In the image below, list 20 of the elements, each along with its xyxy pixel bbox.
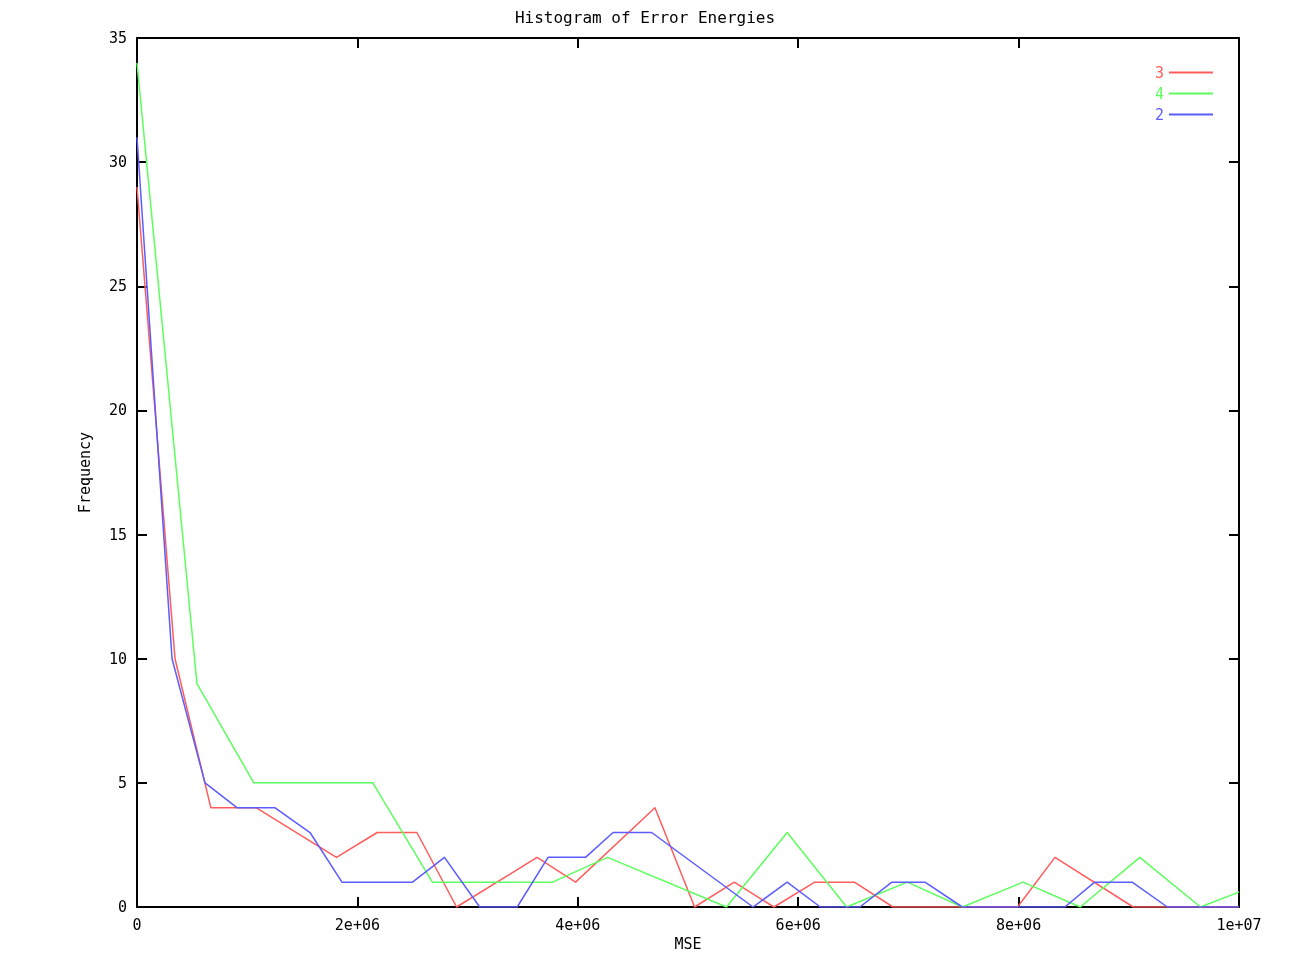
- y-tick-label: 15: [108, 525, 127, 544]
- legend-label: 4: [1154, 84, 1164, 103]
- y-tick-label: 35: [108, 29, 127, 47]
- x-tick-label: 1e+07: [1216, 915, 1262, 934]
- x-tick-label: 4e+06: [555, 915, 601, 934]
- x-tick-label: 8e+06: [996, 915, 1042, 934]
- x-tick-label: 0: [132, 915, 142, 934]
- legend-label: 2: [1154, 105, 1164, 124]
- y-tick-label: 20: [108, 401, 127, 420]
- y-tick-label: 0: [117, 898, 127, 916]
- x-tick-label: 2e+06: [334, 915, 380, 934]
- y-tick-label: 25: [108, 277, 127, 296]
- x-tick-label: 6e+06: [775, 915, 821, 934]
- legend-label: 3: [1154, 63, 1164, 82]
- chart-title: Histogram of Error Energies: [514, 7, 776, 27]
- y-tick-label: 5: [117, 773, 127, 792]
- y-tick-label: 30: [108, 153, 127, 172]
- x-axis-title: MSE: [674, 935, 702, 954]
- y-axis-title: Frequency: [75, 431, 94, 514]
- y-tick-label: 10: [108, 649, 127, 668]
